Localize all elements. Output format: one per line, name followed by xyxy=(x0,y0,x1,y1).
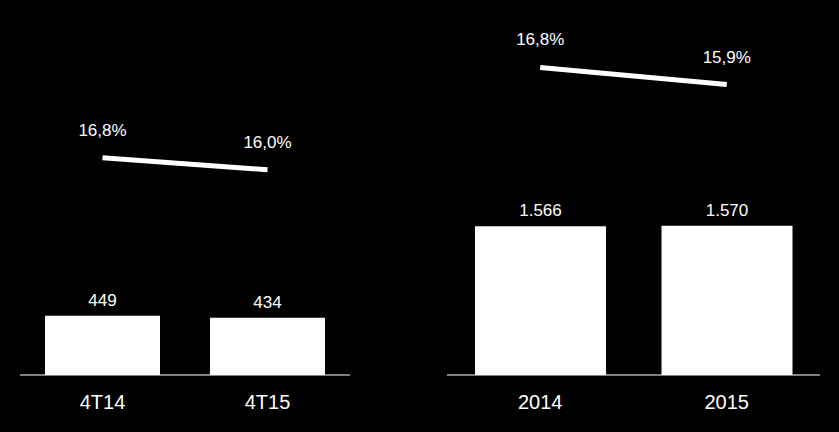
svg-text:449: 449 xyxy=(88,291,116,310)
svg-text:2014: 2014 xyxy=(518,391,563,413)
svg-text:4T14: 4T14 xyxy=(80,391,126,413)
svg-text:2015: 2015 xyxy=(705,391,750,413)
svg-text:1.570: 1.570 xyxy=(706,201,749,220)
svg-text:16,8%: 16,8% xyxy=(78,121,126,140)
svg-text:1.566: 1.566 xyxy=(519,201,562,220)
svg-text:16,8%: 16,8% xyxy=(516,30,564,49)
svg-text:4T15: 4T15 xyxy=(245,391,291,413)
svg-text:16,0%: 16,0% xyxy=(243,133,291,152)
svg-text:15,9%: 15,9% xyxy=(703,48,751,67)
svg-text:434: 434 xyxy=(253,293,281,312)
